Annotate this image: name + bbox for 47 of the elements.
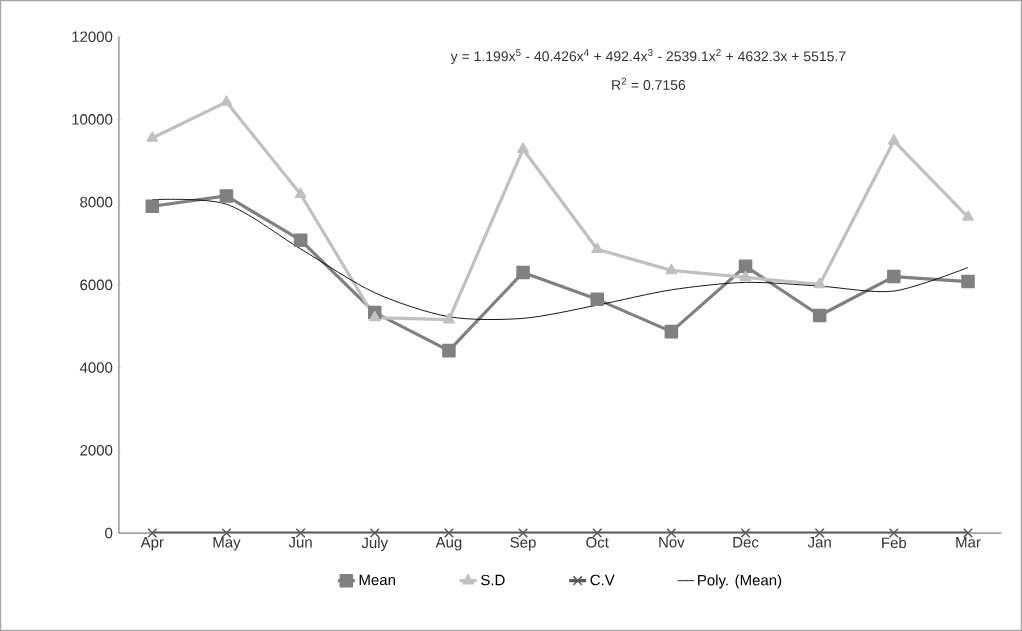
point: [294, 187, 307, 199]
x-tick-label: Feb: [882, 537, 907, 549]
point: [293, 233, 308, 247]
legend-label: C.V: [590, 574, 615, 586]
point: [962, 210, 974, 221]
y-tick-label: 2000: [80, 445, 113, 456]
point: [516, 265, 530, 280]
x-tick-label: Sep: [510, 537, 536, 551]
x-tick-label: Apr: [140, 537, 164, 551]
point: [665, 263, 678, 275]
x-tick-label: Dec: [733, 537, 759, 548]
point: [591, 242, 604, 254]
point: [442, 312, 455, 324]
point: [887, 269, 901, 284]
point: [812, 308, 827, 323]
y-tick-label: 0: [105, 527, 113, 539]
x-tick-label: Oct: [586, 537, 609, 548]
y-tick-label: 8000: [80, 196, 113, 208]
point: [961, 274, 975, 289]
point: [739, 270, 752, 282]
point: [664, 324, 679, 339]
x-tick-label: Jun: [288, 537, 312, 548]
x-tick-label: July: [361, 537, 389, 552]
x-tick-label: Aug: [435, 537, 462, 551]
y-tick-label: 6000: [80, 279, 113, 291]
legend-label: Mean: [359, 574, 395, 586]
y-tick-label: 12000: [72, 31, 113, 43]
y-tick-label: 4000: [79, 362, 113, 373]
x-tick-label: May: [213, 537, 241, 551]
point: [368, 310, 381, 322]
point: [738, 259, 753, 274]
annotation: R$^{2}$ = 0.7156: [612, 77, 686, 90]
point: [146, 131, 159, 142]
x-tick-label: Nov: [659, 537, 685, 548]
y-tick-label: 10000: [72, 114, 113, 125]
text: y = 1.199x$^{5}$ - 40.426x$^{4}$ + 492.4x$^{3}$ - 2539.1x$^{2}$ + 4632.3x + 5515.7: [450, 49, 846, 65]
legend-label: S.D: [481, 574, 505, 586]
point: [813, 277, 826, 289]
x-tick-label: Mar: [956, 537, 981, 548]
point: [145, 199, 160, 214]
point: [887, 134, 900, 145]
point: [219, 189, 234, 203]
point: [517, 142, 530, 153]
point: [590, 292, 604, 307]
x-tick-label: Jan: [807, 537, 831, 548]
point: [442, 343, 456, 358]
legend-label: Poly. (Mean): [698, 574, 782, 589]
